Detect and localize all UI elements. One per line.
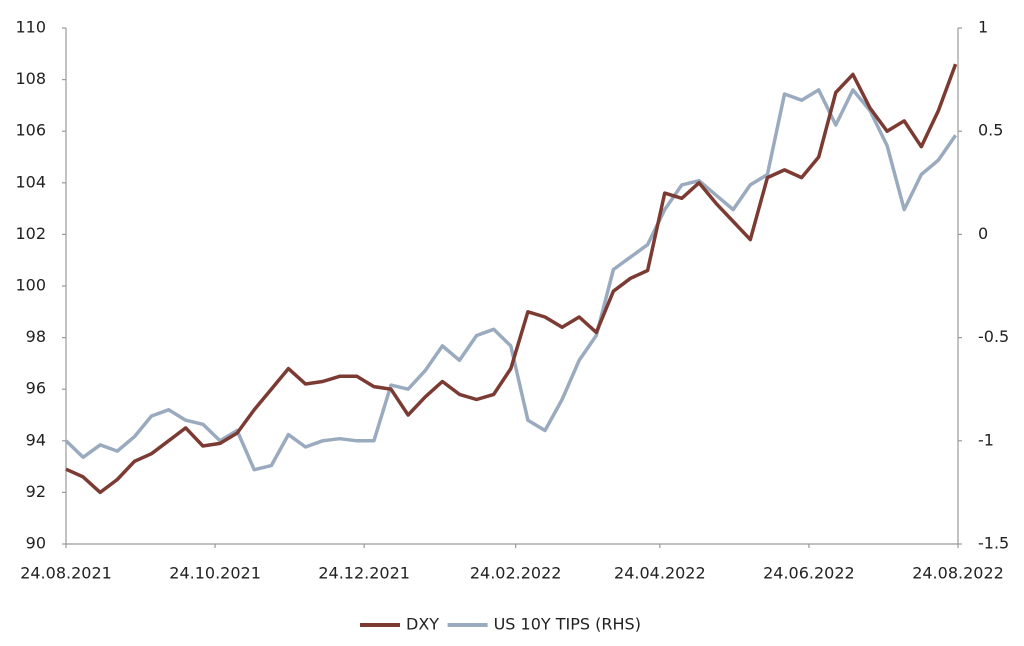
y-tick-label: 92	[26, 482, 46, 501]
y2-tick-label: -1	[978, 430, 994, 449]
x-tick-label: 24.04.2022	[614, 564, 706, 583]
legend-label: US 10Y TIPS (RHS)	[494, 615, 641, 634]
y-tick-label: 110	[15, 18, 46, 37]
x-tick-label: 24.08.2021	[20, 564, 112, 583]
y-tick-label: 106	[15, 121, 46, 140]
series-line	[65, 63, 958, 495]
x-tick-label: 24.06.2022	[763, 564, 855, 583]
y2-tick-label: -0.5	[978, 327, 1009, 346]
y-tick-label: 104	[15, 172, 46, 191]
y-tick-label: 94	[26, 430, 46, 449]
legend-label: DXY	[406, 615, 439, 634]
y-tick-label: 102	[15, 224, 46, 243]
x-tick-label: 24.12.2021	[318, 564, 410, 583]
y-tick-label: 90	[26, 534, 46, 553]
y-tick-label: 96	[26, 379, 46, 398]
y-tick-label: 108	[15, 69, 46, 88]
y2-tick-label: -1.5	[978, 534, 1009, 553]
y-tick-label: 100	[15, 276, 46, 295]
y2-tick-label: 0.5	[978, 121, 1003, 140]
y2-tick-label: 0	[978, 224, 988, 243]
x-tick-label: 24.10.2021	[169, 564, 261, 583]
x-tick-label: 24.02.2022	[470, 564, 562, 583]
x-tick-label: 24.08.2022	[912, 564, 1004, 583]
y-tick-label: 98	[26, 327, 46, 346]
y2-tick-label: 1	[978, 18, 988, 37]
series-line	[64, 88, 958, 472]
